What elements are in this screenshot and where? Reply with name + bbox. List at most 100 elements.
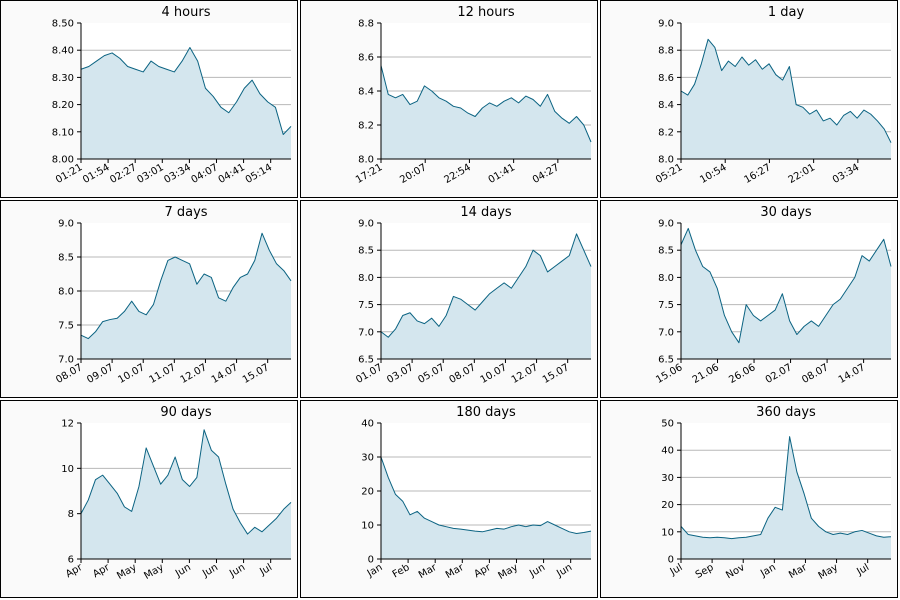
x-tick-label: 08.07 [448, 362, 478, 386]
x-tick-label: May [497, 562, 520, 582]
chart-panel-5: 6.5 7.0 7.5 8.0 8.5 9.0 01.07 03.07 05.07 08.07 10… [300, 200, 598, 398]
y-tick-label: 8.50 [52, 19, 74, 30]
x-tick-label: Jun [554, 562, 574, 580]
x-tick-label: May [817, 562, 840, 582]
chart-panel-7: 6 8 10 12 Apr Apr May May Jun Jun Jun Jul 90 days [0, 400, 298, 598]
x-tick-label: 03:01 [135, 162, 165, 186]
x-tick-label: 11.07 [148, 362, 178, 386]
x-tick-label: 01:41 [487, 162, 517, 186]
series-line [680, 38, 892, 143]
y-tick-label: 6 [68, 555, 74, 566]
x-tick-label: 09.07 [85, 362, 115, 386]
chart-title: 360 days [756, 405, 816, 420]
chart-title: 30 days [760, 205, 812, 220]
x-tick-label: 15.07 [241, 362, 271, 386]
x-tick-label: 02.07 [764, 362, 794, 386]
series-line [380, 456, 592, 534]
series-area [381, 457, 591, 559]
y-tick-label: 8.0 [658, 273, 674, 284]
y-tick-label: 40 [361, 419, 374, 430]
y-tick-label: 8.30 [52, 73, 74, 84]
x-tick-label: 12.07 [510, 362, 540, 386]
series-line [380, 233, 592, 338]
chart-svg: 6.5 7.0 7.5 8.0 8.5 9.0 01.07 03.07 05.07 08.07 10… [354, 205, 592, 386]
y-tick-label: 7.5 [58, 321, 74, 332]
x-tick-label: 14.07 [837, 362, 867, 386]
y-tick-label: 8.0 [358, 273, 374, 284]
x-tick-label: 05:14 [244, 162, 274, 186]
x-tick-label: 05.07 [416, 362, 446, 386]
x-tick-label: 15.06 [654, 362, 684, 386]
series-area [681, 228, 891, 359]
x-tick-label: 02:27 [108, 162, 138, 186]
y-tick-label: 8.6 [658, 73, 674, 84]
y-tick-label: 8.40 [52, 46, 74, 57]
x-tick-label: 08.07 [54, 362, 84, 386]
x-tick-label: 04:27 [531, 162, 561, 186]
y-tick-label: 8.6 [358, 53, 374, 64]
y-tick-label: 7.0 [358, 327, 374, 338]
y-tick-label: 7.0 [58, 355, 74, 366]
chart-panel-1: 8.00 8.10 8.20 8.30 8.40 8.50 01:21 01:54 02:27 0… [0, 0, 298, 198]
series-area [381, 65, 591, 159]
series-line [80, 232, 292, 340]
x-tick-label: 21.06 [691, 362, 721, 386]
y-tick-label: 0 [368, 555, 374, 566]
y-tick-label: 8.0 [58, 287, 74, 298]
y-tick-label: 8.8 [658, 46, 674, 57]
y-tick-label: 8.10 [52, 127, 74, 138]
y-tick-label: 12 [61, 419, 74, 430]
series-area [381, 233, 591, 359]
series-line [680, 227, 892, 344]
y-tick-label: 30 [361, 453, 374, 464]
y-tick-label: 8.8 [358, 19, 374, 30]
y-tick-label: 8.2 [658, 127, 674, 138]
x-tick-label: Sep [694, 562, 716, 581]
x-tick-label: 01:21 [54, 162, 84, 186]
x-tick-label: 22:01 [787, 162, 817, 186]
x-tick-label: 10:54 [698, 162, 728, 186]
x-tick-label: Jun [227, 562, 247, 580]
chart-panel-4: 7.0 7.5 8.0 8.5 9.0 08.07 09.07 10.07 11.07 12.07… [0, 200, 298, 398]
x-tick-label: 08.07 [800, 362, 830, 386]
x-tick-label: Apr [472, 562, 493, 581]
chart-panel-2: 8.0 8.2 8.4 8.6 8.8 17:21 20:07 22:54 01:41 04:27… [300, 0, 598, 198]
x-tick-label: 14.07 [210, 362, 240, 386]
y-tick-label: 9.0 [58, 219, 74, 230]
y-tick-label: 9.0 [658, 219, 674, 230]
chart-title: 90 days [160, 405, 212, 420]
y-tick-label: 8.5 [658, 246, 674, 257]
x-tick-label: Jul [257, 562, 274, 578]
x-tick-label: Feb [391, 562, 412, 580]
chart-title: 12 hours [457, 5, 514, 20]
x-tick-label: 12.07 [179, 362, 209, 386]
series-area [681, 436, 891, 559]
x-tick-label: 10.07 [116, 362, 146, 386]
y-tick-label: 30 [661, 473, 674, 484]
y-tick-label: 8.2 [358, 121, 374, 132]
chart-svg: 7.0 7.5 8.0 8.5 9.0 08.07 09.07 10.07 11.07 12.07… [54, 205, 292, 386]
y-tick-label: 8.5 [58, 253, 74, 264]
x-tick-label: Jan [758, 562, 778, 580]
y-tick-label: 8.0 [358, 155, 374, 166]
series-area [81, 429, 291, 559]
series-area [81, 233, 291, 359]
x-tick-label: Mar [444, 562, 467, 581]
x-tick-label: May [115, 562, 138, 582]
y-tick-label: 10 [61, 464, 74, 475]
y-tick-label: 8.4 [658, 100, 674, 111]
x-tick-label: 15.07 [541, 362, 571, 386]
x-tick-label: 17:21 [354, 162, 384, 186]
series-line [80, 46, 292, 136]
x-tick-label: Jul [854, 562, 871, 578]
series-line [680, 436, 892, 540]
chart-svg: 8.0 8.2 8.4 8.6 8.8 9.0 05:21 10:54 16:27 22:01 03… [654, 5, 892, 186]
chart-svg: 8.0 8.2 8.4 8.6 8.8 17:21 20:07 22:54 01:41 04:27… [354, 5, 592, 186]
y-tick-label: 6.5 [358, 355, 374, 366]
chart-title: 1 day [768, 5, 805, 20]
x-tick-label: Jun [173, 562, 193, 580]
y-tick-label: 40 [661, 446, 674, 457]
y-tick-label: 20 [661, 500, 674, 511]
